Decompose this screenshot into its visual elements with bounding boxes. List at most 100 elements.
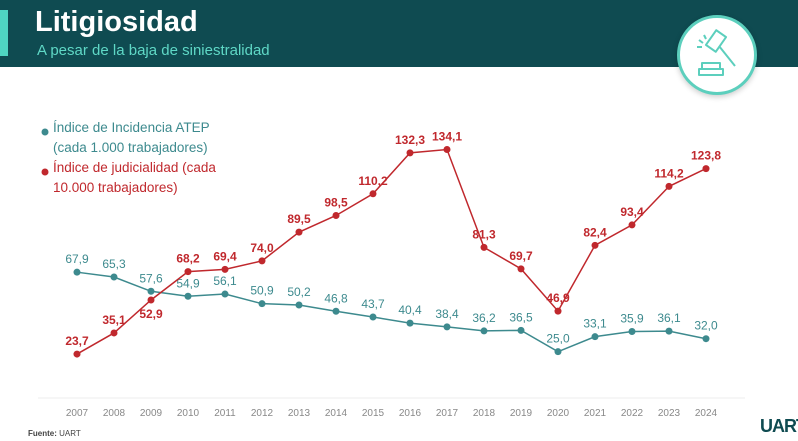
data-label-atep: 43,7 [361, 297, 385, 311]
data-label-atep: 50,9 [250, 284, 274, 298]
data-label-atep: 33,1 [583, 317, 607, 331]
data-label-judicial: 98,5 [324, 195, 348, 209]
data-point-atep [110, 273, 118, 281]
data-label-judicial: 69,4 [213, 249, 237, 263]
legend-marker-judicial [40, 163, 50, 176]
header-banner [0, 0, 798, 67]
chart-legend: Índice de Incidencia ATEP (cada 1.000 tr… [40, 118, 216, 198]
data-point-atep [221, 290, 229, 298]
legend-item-judicial: Índice de judicialidad (cada 10.000 trab… [40, 158, 216, 198]
data-point-atep [554, 348, 562, 356]
data-label-judicial: 81,3 [472, 227, 496, 241]
data-point-atep [73, 268, 81, 276]
data-label-atep: 46,8 [324, 291, 348, 305]
data-point-judicial [702, 165, 710, 173]
legend-marker-atep [40, 123, 50, 136]
data-point-judicial [221, 265, 229, 273]
data-label-atep: 36,2 [472, 311, 496, 325]
x-tick-label: 2018 [473, 408, 496, 419]
source-value: UART [59, 429, 81, 438]
x-tick-label: 2020 [547, 408, 570, 419]
data-label-atep: 67,9 [65, 252, 89, 266]
page-subtitle: A pesar de la baja de siniestralidad [37, 42, 270, 59]
x-tick-label: 2013 [288, 408, 311, 419]
data-label-atep: 25,0 [546, 332, 570, 346]
data-point-atep [517, 326, 525, 334]
x-tick-label: 2008 [103, 408, 126, 419]
data-label-atep: 54,9 [176, 276, 200, 290]
data-label-atep: 40,4 [398, 303, 422, 317]
data-label-judicial: 123,8 [691, 149, 721, 163]
data-label-atep: 36,1 [657, 311, 681, 325]
data-label-judicial: 93,4 [620, 205, 644, 219]
data-point-judicial [517, 265, 525, 273]
data-point-judicial [480, 243, 488, 251]
data-label-judicial: 69,7 [509, 249, 533, 263]
accent-bar [0, 10, 8, 56]
legend-label-atep: Índice de Incidencia ATEP (cada 1.000 tr… [53, 120, 210, 155]
data-label-atep: 57,6 [139, 271, 163, 285]
data-label-judicial: 23,7 [65, 334, 89, 348]
data-point-judicial [184, 268, 192, 276]
data-point-judicial [258, 257, 266, 265]
data-point-judicial [554, 307, 562, 315]
data-label-atep: 36,5 [509, 310, 533, 324]
data-label-atep: 32,0 [694, 319, 718, 333]
legend-item-atep: Índice de Incidencia ATEP (cada 1.000 tr… [40, 118, 216, 158]
data-point-atep [184, 292, 192, 300]
data-point-atep [295, 301, 303, 309]
x-tick-label: 2014 [325, 408, 348, 419]
source-label: Fuente: [28, 429, 57, 438]
data-point-atep [591, 333, 599, 341]
data-label-judicial: 68,2 [176, 252, 200, 266]
data-label-judicial: 74,0 [250, 241, 274, 255]
x-tick-label: 2009 [140, 408, 163, 419]
data-label-atep: 35,9 [620, 311, 644, 325]
data-point-judicial [443, 146, 451, 154]
data-point-atep [480, 327, 488, 335]
data-point-judicial [406, 149, 414, 157]
data-label-judicial: 89,5 [287, 212, 311, 226]
data-point-atep [443, 323, 451, 331]
x-tick-label: 2022 [621, 408, 644, 419]
data-label-judicial: 110,2 [358, 174, 388, 188]
x-tick-label: 2023 [658, 408, 681, 419]
data-label-atep: 38,4 [435, 307, 459, 321]
x-tick-label: 2015 [362, 408, 385, 419]
data-point-atep [702, 335, 710, 343]
data-point-judicial [332, 211, 340, 219]
data-point-atep [147, 287, 155, 295]
data-label-judicial: 114,2 [654, 166, 684, 180]
data-point-atep [332, 307, 340, 315]
series-line-atep [76, 271, 707, 353]
data-label-judicial: 52,9 [139, 307, 163, 321]
data-label-atep: 50,2 [287, 285, 311, 299]
x-tick-label: 2021 [584, 408, 607, 419]
data-point-judicial [73, 350, 81, 358]
legend-label-judicial: Índice de judicialidad (cada 10.000 trab… [53, 160, 216, 195]
data-point-judicial [295, 228, 303, 236]
data-label-judicial: 82,4 [583, 225, 607, 239]
x-tick-label: 2019 [510, 408, 533, 419]
x-tick-label: 2011 [214, 408, 236, 419]
x-tick-label: 2016 [399, 408, 422, 419]
data-label-atep: 65,3 [102, 257, 126, 271]
data-label-judicial: 134,1 [432, 130, 462, 144]
data-point-judicial [110, 329, 118, 337]
page-title: Litigiosidad [35, 6, 198, 38]
data-point-atep [628, 327, 636, 335]
data-point-judicial [369, 190, 377, 198]
x-tick-label: 2024 [695, 408, 718, 419]
data-point-judicial [591, 241, 599, 249]
data-label-judicial: 35,1 [102, 313, 126, 327]
x-tick-label: 2017 [436, 408, 459, 419]
x-tick-label: 2012 [251, 408, 274, 419]
x-tick-label: 2010 [177, 408, 200, 419]
data-label-judicial: 132,3 [395, 133, 425, 147]
data-point-atep [258, 300, 266, 308]
data-label-atep: 56,1 [213, 274, 237, 288]
data-point-judicial [628, 221, 636, 229]
data-point-judicial [147, 296, 155, 304]
data-point-atep [406, 319, 414, 327]
data-label-judicial: 46,9 [546, 291, 570, 305]
